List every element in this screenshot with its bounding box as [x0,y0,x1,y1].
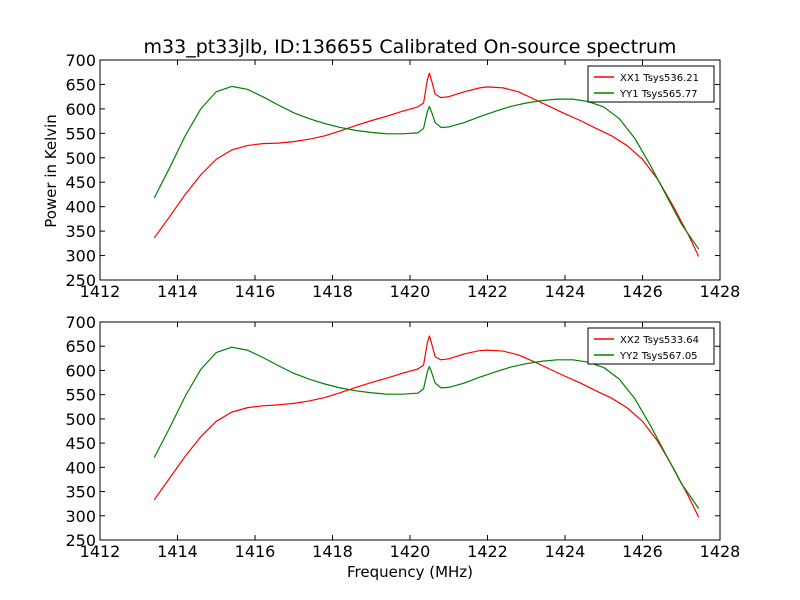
bottom-x-tick-label: 1416 [235,542,276,561]
bottom-y-tick-label: 600 [65,361,96,380]
top-panel: 1412 1414 1416 1418 1420 1422 1424 1426 1428 250 3… [65,51,740,301]
bottom-y-tick-label: 650 [65,337,96,356]
top-y-tick-label: 550 [65,124,96,143]
top-x-tick-label: 1420 [390,282,431,301]
bottom-y-tick-label: 550 [65,386,96,405]
top-x-tick-label: 1412 [80,282,121,301]
bottom-y-tick-label: 250 [65,531,96,550]
bottom-legend-box [587,327,715,365]
top-x-tick-label: 1426 [622,282,663,301]
top-x-tick-label: 1422 [467,282,508,301]
top-legend-label: YY1 Tsys565.77 [619,89,698,100]
top-y-tick-label: 700 [65,51,96,70]
bottom-axes-frame [99,321,721,541]
top-y-tick-label: 600 [65,100,96,119]
top-y-axis-label: Power in Kelvin [42,114,60,228]
top-x-tick-label: 1428 [700,282,741,301]
bottom-y-tick-label: 300 [65,507,96,526]
bottom-x-tick-label: 1412 [80,542,121,561]
bottom-y-tick-label: 700 [65,313,96,332]
bottom-y-tick-label: 400 [65,458,96,477]
top-y-tick-label: 350 [65,222,96,241]
bottom-x-tick-label: 1428 [700,542,741,561]
bottom-y-tick-label: 500 [65,410,96,429]
bottom-panel: 1412 1414 1416 1418 1420 1422 1424 1426 1428 250 3… [65,313,740,561]
top-y-tick-label: 250 [65,271,96,290]
bottom-x-tick-label: 1414 [157,542,198,561]
top-y-tick-label: 500 [65,149,96,168]
bottom-legend-label: XX2 Tsys533.64 [620,335,699,346]
bottom-x-tick-label: 1418 [312,542,353,561]
bottom-x-tick-label: 1424 [545,542,586,561]
top-axes-frame [99,59,721,281]
figure-title: m33_pt33jlb, ID:136655 Calibrated On-sou… [144,36,677,58]
top-legend-box [587,65,715,103]
top-legend-label: XX1 Tsys536.21 [620,73,699,84]
bottom-series-line-1 [153,335,700,518]
top-y-tick-label: 300 [65,247,96,266]
top-x-tick-label: 1416 [235,282,276,301]
bottom-x-axis-label: Frequency (MHz) [347,563,473,581]
top-y-tick-label: 650 [65,75,96,94]
bottom-x-tick-label: 1422 [467,542,508,561]
bottom-x-tick-label: 1420 [390,542,431,561]
bottom-legend-label: YY2 Tsys567.05 [619,351,698,362]
top-y-tick-label: 450 [65,173,96,192]
top-x-tick-label: 1414 [157,282,198,301]
top-series-line-2 [153,85,700,250]
top-x-tick-label: 1424 [545,282,586,301]
top-y-tick-label: 400 [65,198,96,217]
top-series-line-1 [153,72,700,257]
bottom-y-tick-label: 450 [65,434,96,453]
bottom-x-tick-label: 1426 [622,542,663,561]
bottom-y-tick-label: 350 [65,483,96,502]
top-x-tick-label: 1418 [312,282,353,301]
